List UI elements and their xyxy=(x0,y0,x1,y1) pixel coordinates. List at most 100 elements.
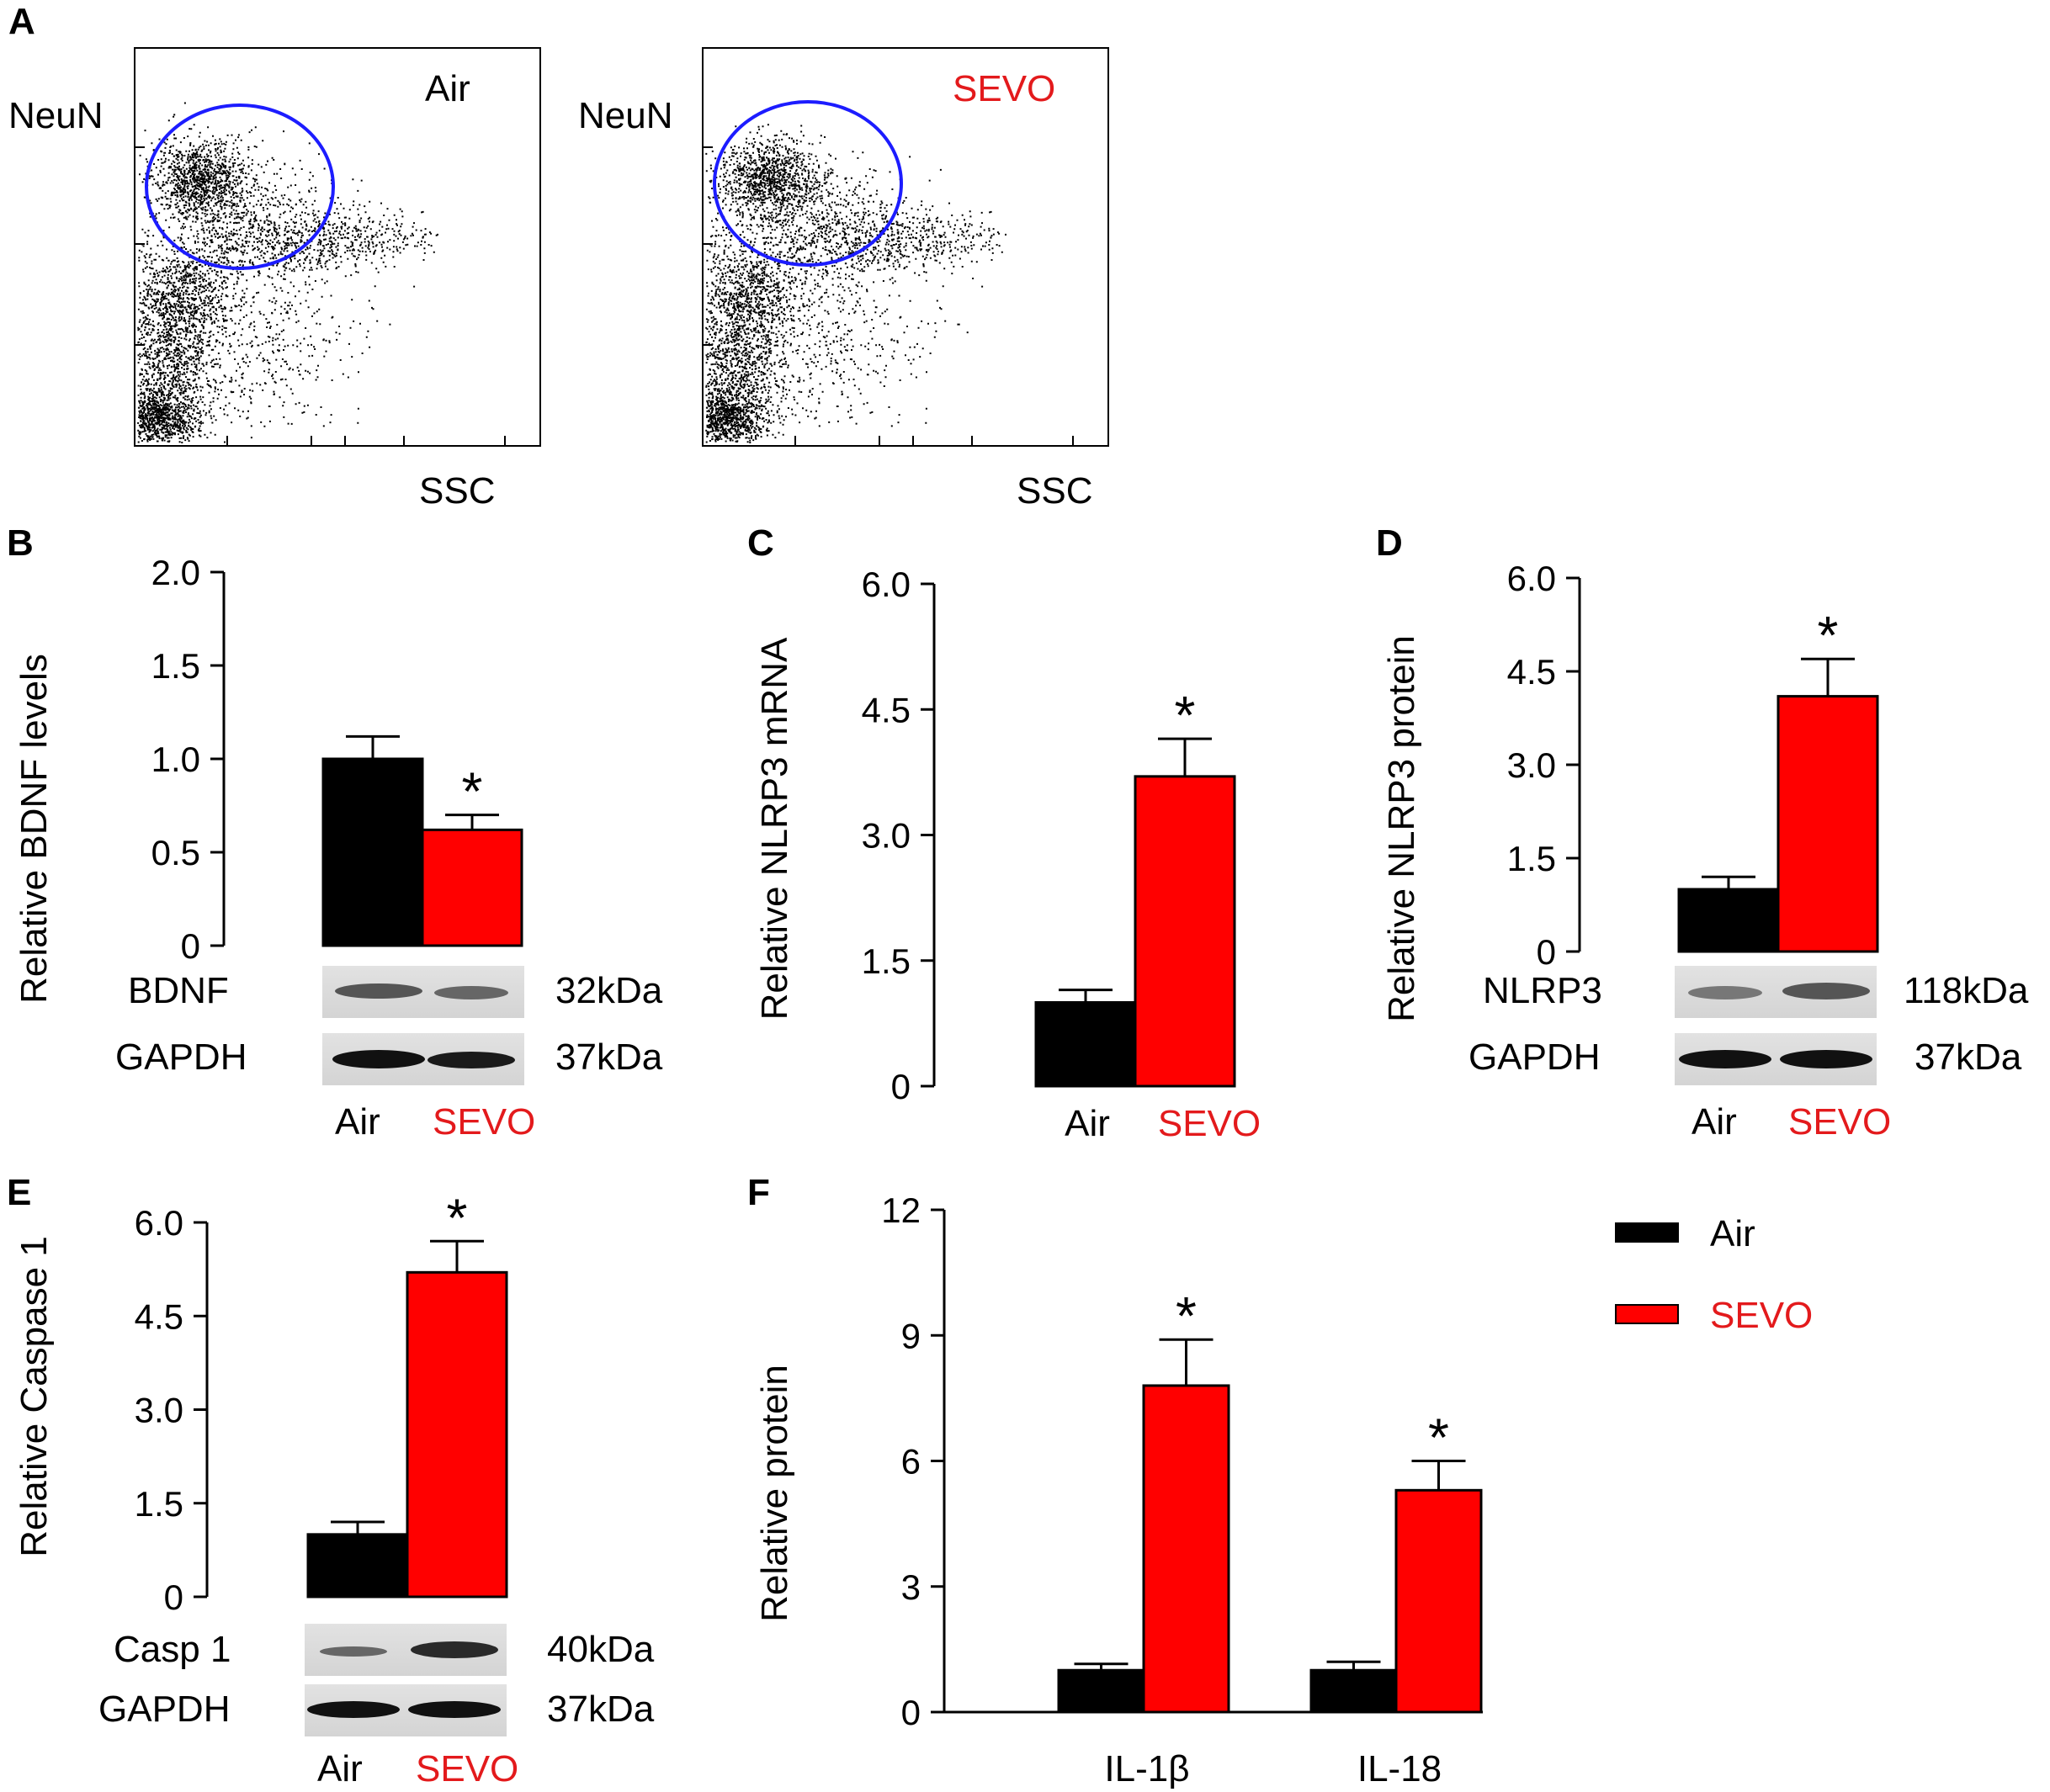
panel-label-a: A xyxy=(8,1,35,42)
category-label: SEVO xyxy=(1158,1103,1261,1144)
y-tick-label: 0 xyxy=(181,926,200,966)
bar-air xyxy=(321,757,424,947)
y-tick-label: 4.5 xyxy=(862,690,911,729)
blot-band xyxy=(320,1646,387,1657)
y-tick-label: 0 xyxy=(901,1693,921,1732)
significance-star: * xyxy=(1175,685,1196,745)
significance-star: * xyxy=(1428,1408,1449,1468)
blot-kda: 118kDa xyxy=(1904,970,2029,1011)
blot-kda: 40kDa xyxy=(547,1629,655,1670)
blot-band xyxy=(1782,983,1870,999)
legend-label: SEVO xyxy=(1710,1295,1813,1336)
flow-xlabel: SSC xyxy=(419,470,495,512)
bdnf-chart: 0 0.5 1.0 1.5 2.0 Relative BDNF levels * xyxy=(13,553,523,1004)
y-tick-label: 3.0 xyxy=(135,1391,183,1430)
blot-band xyxy=(307,1701,400,1718)
y-tick-label: 3.0 xyxy=(1507,745,1556,785)
blot-band xyxy=(332,1050,425,1068)
bar-sevo xyxy=(1142,1384,1230,1714)
y-tick-label: 0 xyxy=(164,1577,183,1617)
bar-sevo xyxy=(1134,775,1236,1088)
bar-air xyxy=(1057,1668,1145,1714)
blot-b: BDNF GAPDH 32kDa 37kDa Air SEVO xyxy=(115,966,663,1143)
blot-d: NLRP3 GAPDH 118kDa 37kDa Air SEVO xyxy=(1468,966,2029,1143)
y-tick-label: 12 xyxy=(881,1190,921,1230)
y-tick-label: 6 xyxy=(901,1442,921,1482)
blot-e: Casp 1 GAPDH 40kDa 37kDa Air SEVO xyxy=(98,1624,655,1789)
flow-title: SEVO xyxy=(953,68,1055,109)
bar-sevo xyxy=(406,1270,508,1598)
flow-plot-sevo: SEVO NeuN SSC xyxy=(578,47,1109,512)
flow-plot-air: Air NeuN SSC xyxy=(8,47,541,512)
y-tick-label: 6.0 xyxy=(862,565,911,604)
blot-kda: 37kDa xyxy=(555,1036,663,1078)
significance-star: * xyxy=(462,761,483,822)
lane-label-sevo: SEVO xyxy=(416,1748,518,1789)
y-tick-label: 0.5 xyxy=(151,833,200,872)
legend-label: Air xyxy=(1710,1213,1755,1254)
y-tick-label: 1.5 xyxy=(135,1484,183,1524)
nlrp3-mrna-chart: 0 1.5 3.0 4.5 6.0 Relative NLRP3 mRNA * Air SEVO xyxy=(754,565,1261,1144)
y-axis-label: Relative Caspase 1 xyxy=(13,1236,55,1557)
nlrp3-protein-chart: 0 1.5 3.0 4.5 6.0 Relative NLRP3 protein * xyxy=(1381,559,1879,1022)
category-label: Air xyxy=(1065,1103,1110,1144)
flow-xlabel: SSC xyxy=(1017,470,1092,512)
blot-target-label: BDNF xyxy=(128,970,229,1011)
flow-frame xyxy=(702,47,1109,447)
panel-label-d: D xyxy=(1376,522,1403,564)
flow-title: Air xyxy=(425,68,470,109)
y-tick-label: 1.5 xyxy=(1507,839,1556,878)
y-axis-label: Relative NLRP3 mRNA xyxy=(754,637,795,1020)
caspase1-chart: 0 1.5 3.0 4.5 6.0 Relative Caspase 1 * xyxy=(13,1187,508,1617)
lane-label-air: Air xyxy=(1692,1101,1737,1143)
y-axis-label: Relative NLRP3 protein xyxy=(1381,635,1422,1022)
neun-gate xyxy=(713,100,903,267)
flow-event-dots xyxy=(705,124,1006,443)
blot-band xyxy=(411,1641,498,1658)
lane-label-sevo: SEVO xyxy=(433,1101,535,1143)
significance-star: * xyxy=(1818,605,1839,665)
blot-band xyxy=(408,1701,501,1718)
y-tick-label: 1.5 xyxy=(862,941,911,981)
lane-label-air: Air xyxy=(317,1748,363,1789)
cytokine-chart: 0 3 6 9 12 Relative protein * * IL-1β IL-18 Air SEV… xyxy=(754,1190,1813,1789)
category-label: IL-18 xyxy=(1357,1748,1442,1789)
panel-label-f: F xyxy=(747,1172,770,1213)
significance-star: * xyxy=(447,1187,468,1248)
y-axis-label: Relative protein xyxy=(754,1365,795,1622)
panel-label-b: B xyxy=(7,522,34,564)
lane-label-air: Air xyxy=(335,1101,380,1143)
bar-air xyxy=(1309,1668,1398,1714)
panel-label-c: C xyxy=(747,522,774,564)
blot-band xyxy=(1688,986,1762,999)
flow-events xyxy=(705,124,1006,443)
bar-sevo xyxy=(421,828,523,947)
flow-ylabel: NeuN xyxy=(8,95,104,136)
flow-frame xyxy=(134,47,541,447)
flow-events xyxy=(137,102,438,443)
blot-kda: 32kDa xyxy=(555,970,663,1011)
blot-loading-label: GAPDH xyxy=(115,1036,247,1078)
bar-air xyxy=(306,1533,409,1598)
y-tick-label: 9 xyxy=(901,1316,921,1355)
blot-loading-label: GAPDH xyxy=(1468,1036,1600,1078)
blot-band xyxy=(428,1052,515,1068)
legend-swatch-air xyxy=(1615,1222,1679,1243)
lane-label-sevo: SEVO xyxy=(1788,1101,1891,1143)
flow-ylabel: NeuN xyxy=(578,95,673,136)
y-tick-label: 3.0 xyxy=(862,816,911,856)
blot-band xyxy=(1780,1050,1872,1068)
blot-band xyxy=(434,986,508,999)
significance-star: * xyxy=(1176,1286,1197,1346)
blot-target-label: Casp 1 xyxy=(114,1629,231,1670)
panel-label-e: E xyxy=(7,1172,31,1213)
bar-sevo xyxy=(1776,695,1879,953)
bar-air xyxy=(1034,1001,1137,1088)
blot-target-label: NLRP3 xyxy=(1483,970,1602,1011)
bar-sevo xyxy=(1394,1488,1483,1714)
y-tick-label: 0 xyxy=(891,1067,911,1106)
category-label: IL-1β xyxy=(1104,1748,1189,1789)
y-tick-label: 3 xyxy=(901,1567,921,1607)
y-tick-label: 1.5 xyxy=(151,646,200,686)
y-tick-label: 4.5 xyxy=(135,1296,183,1336)
